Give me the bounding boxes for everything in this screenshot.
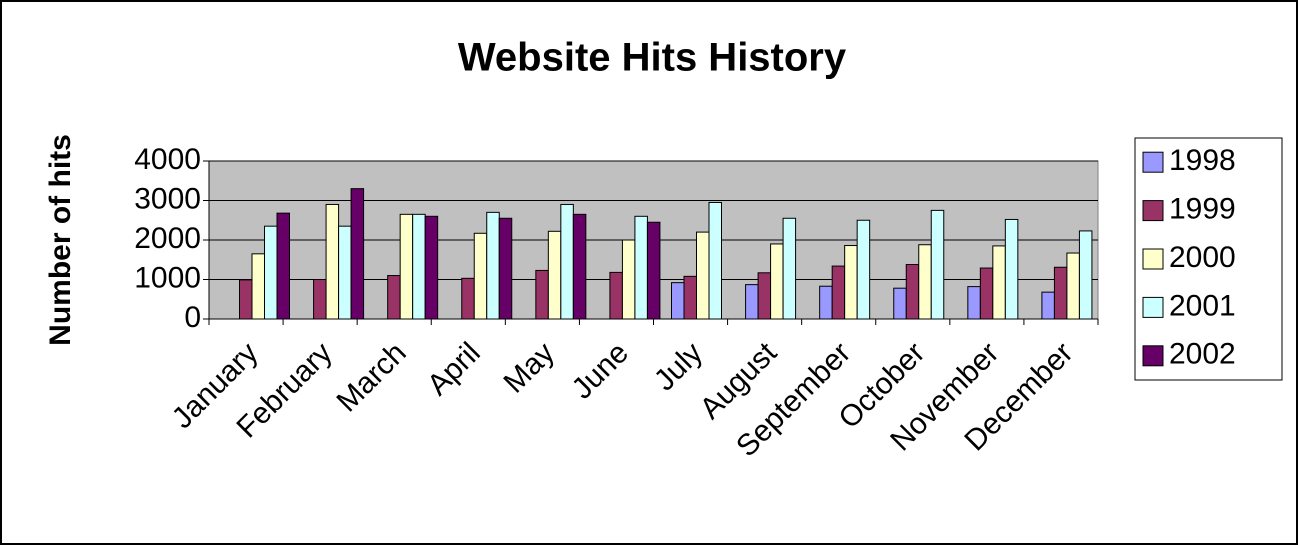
legend-swatch: [1142, 248, 1164, 270]
bar: [387, 275, 401, 320]
bar: [547, 230, 562, 320]
legend-label: 2000: [1169, 241, 1236, 274]
bar: [461, 277, 475, 320]
bar: [770, 243, 784, 320]
bar: [350, 188, 365, 320]
bar: [609, 271, 623, 320]
bar: [782, 217, 797, 320]
legend-label: 2001: [1169, 289, 1236, 322]
bar: [572, 213, 587, 320]
chart-title: Website Hits History: [458, 36, 847, 80]
bar: [313, 279, 327, 320]
bar: [1004, 218, 1019, 320]
bar: [338, 225, 352, 320]
bar: [1078, 230, 1093, 320]
bar: [671, 282, 685, 320]
legend-swatch: [1142, 200, 1164, 222]
bar: [621, 239, 636, 320]
bar: [634, 215, 648, 320]
legend-label: 1998: [1169, 144, 1236, 177]
bar: [893, 287, 907, 320]
bar: [918, 244, 932, 320]
y-tick-label: 3000: [134, 182, 201, 215]
y-axis-label: Number of hits: [44, 134, 77, 346]
bar: [856, 219, 871, 320]
y-tick-label: 1000: [134, 261, 201, 294]
bar: [473, 232, 488, 320]
bar: [424, 215, 439, 320]
legend-label: 2002: [1169, 338, 1236, 371]
bar: [1066, 252, 1080, 320]
bar: [844, 245, 858, 320]
bar: [831, 265, 846, 320]
legend-swatch: [1142, 296, 1164, 318]
bar: [905, 263, 920, 320]
legend-swatch: [1142, 151, 1164, 173]
bar: [264, 225, 278, 320]
bar: [646, 221, 661, 320]
bar: [1053, 266, 1068, 320]
bar: [930, 209, 945, 320]
bar: [992, 245, 1006, 320]
bar: [708, 201, 722, 320]
bar: [696, 231, 710, 320]
bar: [819, 285, 833, 320]
bar: [535, 269, 549, 320]
y-tick-label: 2000: [134, 222, 201, 255]
bar: [239, 279, 253, 320]
bar: [276, 212, 290, 320]
bar: [412, 213, 426, 320]
bar: [325, 203, 340, 320]
bar: [560, 203, 574, 320]
bar: [683, 275, 697, 320]
y-tick-label: 4000: [134, 143, 201, 176]
bar: [486, 211, 500, 320]
legend-swatch: [1142, 345, 1164, 367]
bar: [979, 267, 994, 320]
bar: [399, 213, 414, 320]
bar: [498, 217, 513, 320]
bar: [251, 253, 265, 320]
bar: [967, 286, 981, 320]
bar: [1041, 291, 1055, 320]
legend-label: 1999: [1169, 193, 1236, 226]
bar: [745, 284, 759, 320]
y-tick-label: 0: [184, 301, 201, 334]
bar: [757, 272, 772, 320]
